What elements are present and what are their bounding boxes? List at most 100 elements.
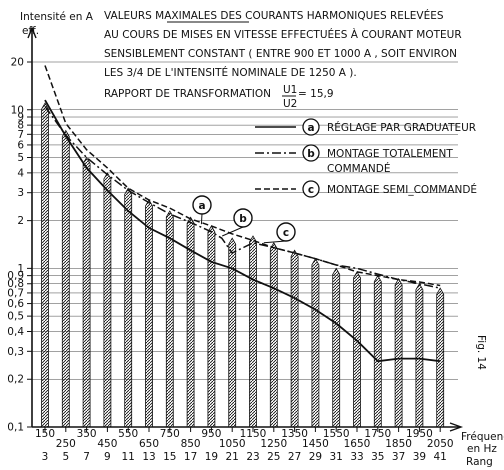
title-line-1: VALEURS MAXIMALES DES COURANTS HARMONIQU… xyxy=(104,9,444,22)
harmonic-bar-27 xyxy=(290,249,299,428)
y-tick-label-9: 1 xyxy=(17,263,24,275)
y-tick-label-3: 0,4 xyxy=(7,326,24,338)
legend-circle-b xyxy=(302,144,320,162)
harmonic-bar-9 xyxy=(103,172,112,428)
x-freq-label-850: 850 xyxy=(181,438,201,450)
harmonic-bar-19 xyxy=(207,225,216,428)
harmonic-bar-37 xyxy=(394,277,403,428)
figure-label: Fig. 14 xyxy=(475,335,487,370)
legend-letter-a: a xyxy=(307,122,314,134)
legend-letter-b: b xyxy=(307,148,315,160)
x-rang-label-7: 7 xyxy=(83,451,90,463)
chart-title: VALEURS MAXIMALES DES COURANTS HARMONIQU… xyxy=(104,9,462,110)
x-freq-label-1050: 1050 xyxy=(219,438,246,450)
rang-label: Rang xyxy=(466,456,493,468)
x-freq-label-1550: 1550 xyxy=(323,428,350,440)
x-axis-arrow xyxy=(449,422,464,432)
y-tick-label-2: 0,3 xyxy=(7,346,24,358)
y-tick-label-4: 0,5 xyxy=(7,311,24,323)
legend-label-a-0: RÉGLAGE PAR GRADUATEUR xyxy=(327,121,476,134)
chart-grid xyxy=(32,61,458,428)
harmonic-bar-5 xyxy=(61,129,70,428)
x-axis-label-line2: en Hz xyxy=(467,443,497,455)
harmonic-bar-29 xyxy=(311,257,320,428)
y-axis-label-line2: eff. xyxy=(22,25,39,37)
ratio-denominator: U2 xyxy=(283,98,297,110)
x-rang-label-39: 39 xyxy=(413,451,426,463)
x-rang-label-35: 35 xyxy=(371,451,384,463)
x-freq-label-1750: 1750 xyxy=(364,428,391,440)
title-line-2: AU COURS DE MISES EN VITESSE EFFECTUÉES … xyxy=(104,28,462,41)
y-tick-label-13: 5 xyxy=(17,152,24,164)
y-tick-label-7: 0,8 xyxy=(7,278,24,290)
harmonic-bar-7 xyxy=(82,156,91,428)
y-tick-label-8: 0,9 xyxy=(7,270,24,282)
series-marker-letter-c: c xyxy=(283,227,289,239)
harmonic-bar-31 xyxy=(332,267,341,428)
legend-circle-a xyxy=(302,118,320,136)
x-freq-label-1850: 1850 xyxy=(385,438,412,450)
legend-circle-c xyxy=(302,180,320,198)
x-rang-label-21: 21 xyxy=(226,451,239,463)
title-line-3: SENSIBLEMENT CONSTANT ( ENTRE 900 ET 100… xyxy=(104,48,457,60)
y-tick-label-11: 3 xyxy=(17,187,24,199)
x-freq-label-1450: 1450 xyxy=(302,438,329,450)
chart-legend: a RÉGLAGE PAR GRADUATEUR b MONTAGE TOTALEME… xyxy=(255,118,477,198)
x-rang-label-27: 27 xyxy=(288,451,301,463)
harmonic-bar-13 xyxy=(145,199,153,428)
x-freq-label-450: 450 xyxy=(97,438,117,450)
series-line-a xyxy=(44,99,441,363)
y-tick-label-10: 2 xyxy=(17,215,24,227)
x-freq-label-250: 250 xyxy=(56,438,76,450)
y-tick-label-19: 20 xyxy=(11,57,24,69)
x-rang-label-19: 19 xyxy=(205,451,218,463)
y-tick-label-1: 0,2 xyxy=(7,374,24,386)
x-freq-label-2050: 2050 xyxy=(427,438,454,450)
series-layer xyxy=(44,65,441,363)
ratio-value: = 15,9 xyxy=(298,88,334,100)
series-marker-leader-a xyxy=(200,213,203,225)
harmonic-bar-35 xyxy=(373,274,382,428)
y-tick-label-18: 10 xyxy=(11,104,24,116)
y-tick-label-16: 8 xyxy=(17,120,24,132)
harmonic-bar-33 xyxy=(353,271,361,428)
legend-entry-a: a RÉGLAGE PAR GRADUATEUR xyxy=(255,118,476,136)
legend-label-b-0: MONTAGE TOTALEMENT xyxy=(327,148,453,160)
x-rang-label-3: 3 xyxy=(42,451,49,463)
x-freq-label-1950: 1950 xyxy=(406,428,433,440)
y-tick-label-15: 7 xyxy=(17,129,24,141)
series-marker-circle-a xyxy=(192,195,212,215)
legend-entry-c: c MONTAGE SEMI_COMMANDÉ xyxy=(255,180,477,198)
x-rang-label-13: 13 xyxy=(142,451,155,463)
x-rang-label-9: 9 xyxy=(104,451,111,463)
harmonic-bar-11 xyxy=(124,187,133,428)
series-marker-letter-b: b xyxy=(239,213,247,225)
harmonic-bars xyxy=(41,102,445,428)
series-marker-leader-c xyxy=(263,240,287,244)
x-rang-label-29: 29 xyxy=(309,451,322,463)
x-tick-labels: 150 350 550 750 950 1150 1350 1550 1750 1950 250 45… xyxy=(35,427,454,463)
y-tick-label-17: 9 xyxy=(17,112,24,124)
legend-entry-b: b MONTAGE TOTALEMENT COMMANDÉ xyxy=(255,144,453,175)
series-markers: a b c xyxy=(192,195,296,244)
series-marker-c: c xyxy=(263,222,296,244)
y-axis-label-line1: Intensité en A xyxy=(20,11,94,23)
chart-axes xyxy=(27,26,464,432)
y-axis-arrow xyxy=(27,26,37,39)
harmonic-bar-25 xyxy=(269,241,278,428)
x-freq-label-550: 550 xyxy=(118,428,138,440)
series-marker-circle-c xyxy=(276,222,296,242)
x-rang-label-5: 5 xyxy=(62,451,69,463)
y-tick-label-5: 0,6 xyxy=(7,298,24,310)
x-freq-label-1250: 1250 xyxy=(260,438,287,450)
legend-letter-c: c xyxy=(308,184,314,196)
legend-label-b-1: COMMANDÉ xyxy=(327,162,390,175)
x-rang-label-11: 11 xyxy=(122,451,135,463)
x-rang-label-33: 33 xyxy=(350,451,363,463)
legend-label-c-0: MONTAGE SEMI_COMMANDÉ xyxy=(327,183,477,196)
x-rang-label-41: 41 xyxy=(434,451,447,463)
harmonic-bar-23 xyxy=(249,235,257,428)
x-rang-label-15: 15 xyxy=(163,451,176,463)
series-marker-b: b xyxy=(222,208,253,237)
